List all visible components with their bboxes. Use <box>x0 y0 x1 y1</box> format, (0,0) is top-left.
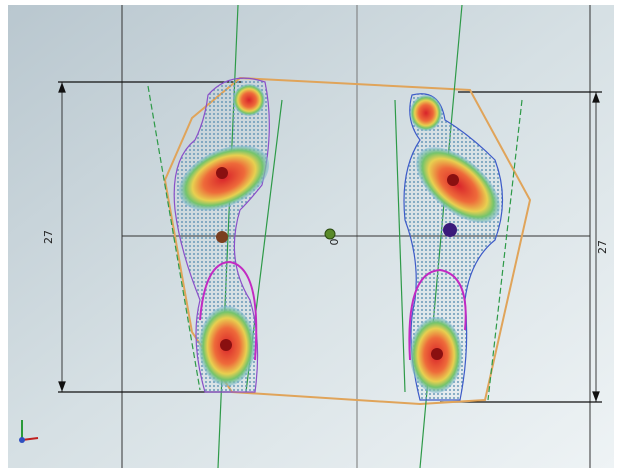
center-of-pressure <box>324 228 336 240</box>
dimension-lines <box>58 81 602 403</box>
stance-outline <box>163 76 532 406</box>
axis-widget <box>19 420 39 443</box>
center-label: 0 <box>328 239 341 246</box>
left-dimension: 27 <box>42 230 55 244</box>
right-dimension: 27 <box>596 240 609 254</box>
left-foot <box>173 77 270 393</box>
right-foot <box>403 93 504 401</box>
